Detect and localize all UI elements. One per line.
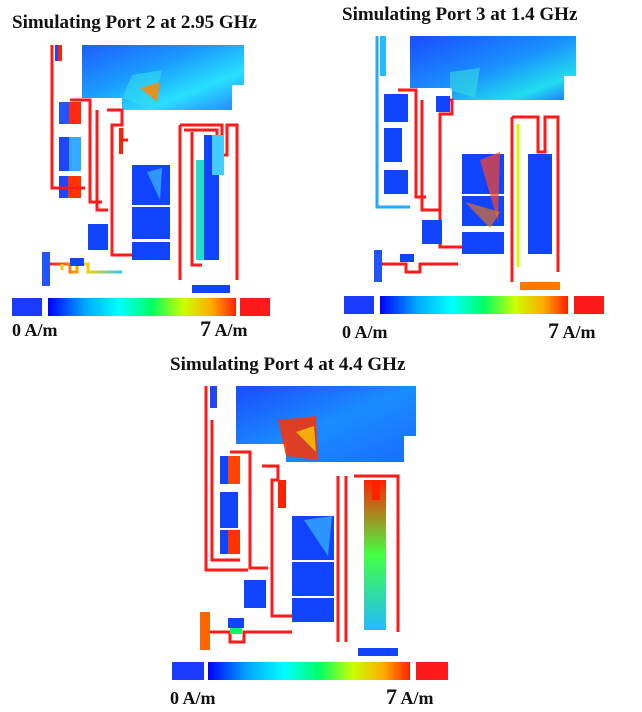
colorbar-high-box (240, 298, 270, 316)
panel-3-scale-min: 0 A/m (170, 688, 216, 708)
colorbar-high-box (574, 296, 604, 314)
panel-3-title: Simulating Port 4 at 4.4 GHz (170, 354, 406, 375)
panel-2-scale-max: 7 A/m (548, 318, 596, 343)
colorbar-low-box (172, 662, 204, 680)
panel-3-scale-max: 7 A/m (386, 684, 434, 709)
colorbar-gradient (380, 296, 568, 314)
current-map-port-4 (168, 380, 468, 686)
panel-1-scale-min: 0 A/m (12, 320, 58, 340)
colorbar-low-box (344, 296, 374, 314)
colorbar-high-box (416, 662, 448, 680)
top-patch (410, 36, 576, 100)
colorbar-low-box (12, 298, 42, 316)
panel-1-scale-max: 7 A/m (200, 316, 248, 341)
colorbar-gradient (208, 662, 410, 680)
panel-1-title: Simulating Port 2 at 2.95 GHz (12, 12, 257, 33)
panel-2-title: Simulating Port 3 at 1.4 GHz (342, 4, 578, 25)
panel-2-scale-min: 0 A/m (342, 322, 388, 342)
top-patch (82, 45, 244, 110)
top-patch (236, 386, 416, 462)
current-map-port-3 (340, 32, 630, 332)
colorbar-gradient (48, 298, 236, 316)
current-map-port-2 (12, 40, 312, 340)
